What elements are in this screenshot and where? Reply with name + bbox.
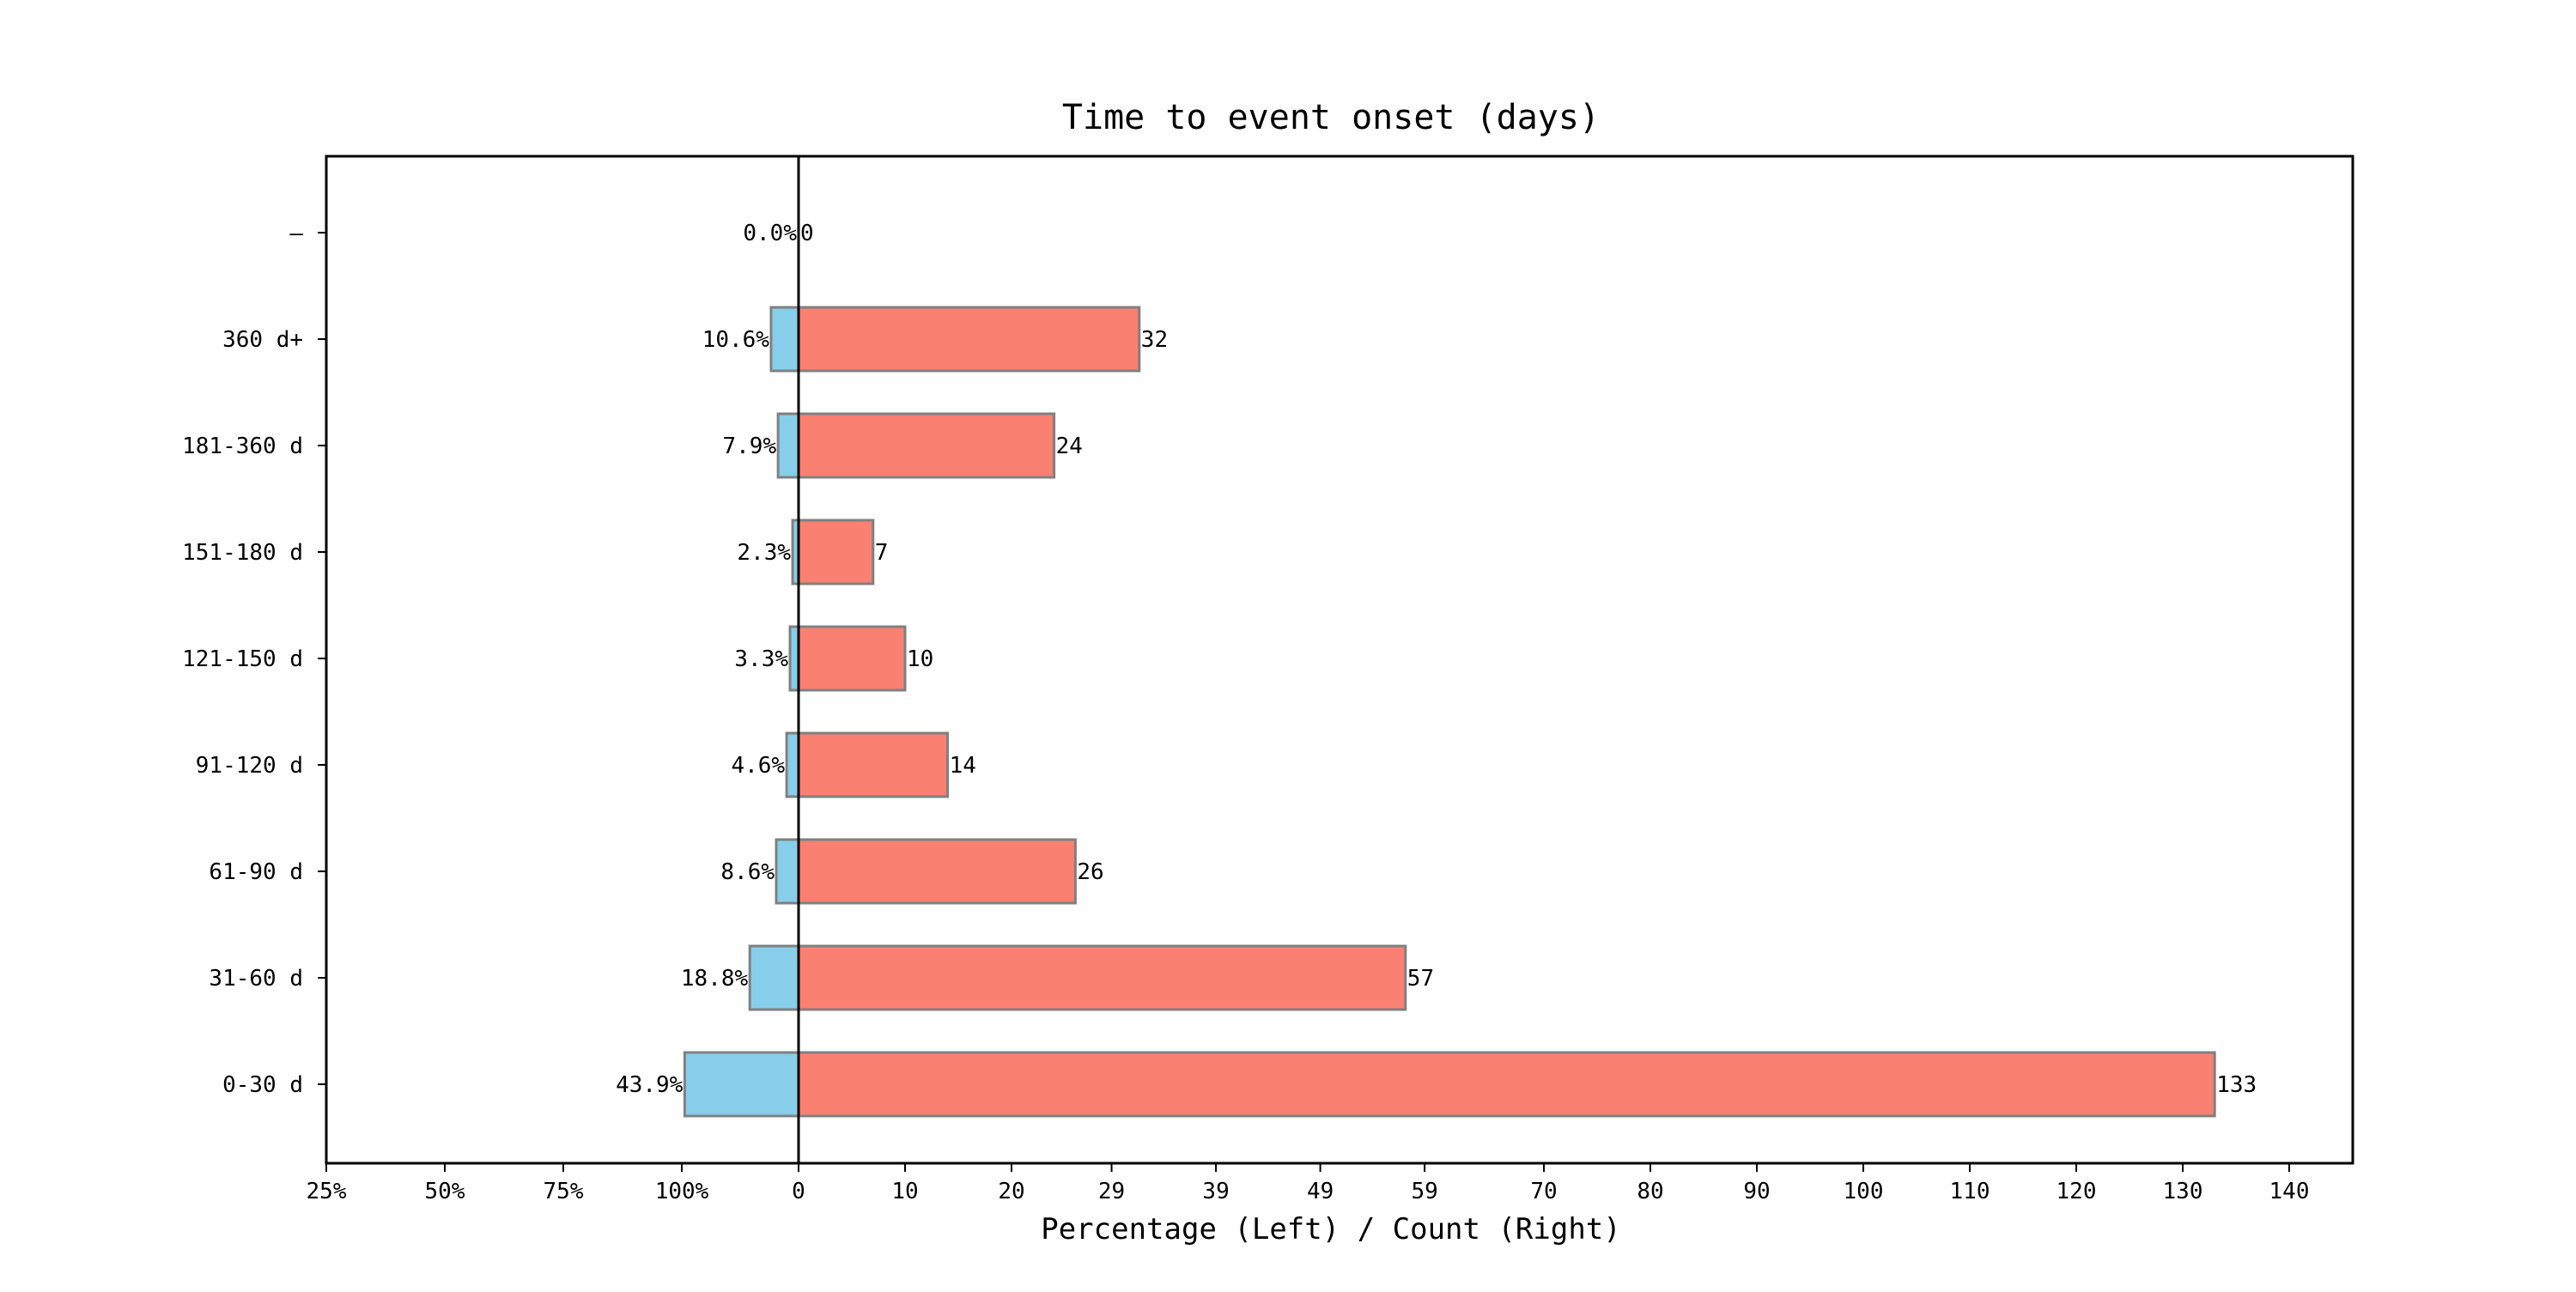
percentage-bar-label: 2.3% bbox=[737, 540, 791, 566]
y-tick-label: 360 d+ bbox=[222, 327, 303, 353]
x-tick-label: 90 bbox=[1743, 1179, 1770, 1204]
y-tick-label: 31-60 d bbox=[209, 966, 303, 992]
x-tick-label: 75% bbox=[544, 1179, 584, 1204]
count-bar bbox=[797, 838, 1077, 905]
axis-ticks: 0-30 d 31-60 d 61-90 d 91-120 d 121-150 d 151… bbox=[182, 221, 2309, 1204]
x-tick-label: 100% bbox=[655, 1179, 709, 1204]
x-tick-label: 0 bbox=[792, 1179, 805, 1204]
y-tick-label: 151-180 d bbox=[182, 540, 303, 566]
y-tick-label: 61-90 d bbox=[209, 859, 303, 885]
count-bar-label: 57 bbox=[1407, 966, 1434, 992]
percentage-bar-label: 4.6% bbox=[731, 753, 785, 779]
x-tick-label: 29 bbox=[1098, 1179, 1125, 1204]
count-bar-label: 133 bbox=[2216, 1072, 2257, 1098]
count-bar bbox=[797, 1051, 2216, 1118]
x-tick-label: 50% bbox=[425, 1179, 465, 1204]
y-tick-label: 181-360 d bbox=[182, 434, 303, 459]
percentage-bar bbox=[785, 731, 800, 798]
x-tick-label: 120 bbox=[2057, 1179, 2097, 1204]
count-bar bbox=[797, 731, 950, 798]
x-tick-label: 130 bbox=[2163, 1179, 2203, 1204]
plot-area-frame bbox=[325, 155, 2354, 1165]
percentage-bar bbox=[683, 1051, 800, 1118]
x-tick-label: 59 bbox=[1411, 1179, 1437, 1204]
y-tick-label: 0-30 d bbox=[222, 1072, 303, 1098]
percentage-bar bbox=[776, 412, 800, 479]
percentage-bar-label: 7.9% bbox=[723, 434, 777, 459]
percentage-bar-label: 18.8% bbox=[681, 966, 749, 992]
count-bar bbox=[797, 625, 907, 692]
count-bar-label: 26 bbox=[1077, 859, 1103, 885]
count-bar-label: 0 bbox=[800, 221, 814, 246]
count-bar-label: 7 bbox=[875, 540, 889, 566]
x-axis-label: Percentage (Left) / Count (Right) bbox=[1041, 1212, 1621, 1247]
count-bar-label: 32 bbox=[1141, 327, 1168, 353]
count-bar bbox=[797, 519, 875, 585]
count-bar bbox=[797, 412, 1056, 479]
x-tick-label: 39 bbox=[1202, 1179, 1229, 1204]
y-tick-label: 91-120 d bbox=[196, 753, 303, 779]
percentage-bar bbox=[769, 306, 800, 373]
percentage-bar bbox=[748, 944, 800, 1011]
x-tick-label: 20 bbox=[998, 1179, 1024, 1204]
bars-layer: 43.9% 133 18.8% 57 8.6% 26 4.6% 14 3.3% 10 2.3% 7 7.… bbox=[616, 221, 2257, 1118]
x-tick-label: 49 bbox=[1307, 1179, 1334, 1204]
count-bar-label: 14 bbox=[950, 753, 976, 779]
x-tick-label: 80 bbox=[1637, 1179, 1663, 1204]
y-tick-label: — bbox=[289, 221, 303, 246]
count-bar-label: 10 bbox=[907, 646, 933, 672]
percentage-bar-label: 43.9% bbox=[616, 1072, 683, 1098]
chart-title: Time to event onset (days) bbox=[1062, 98, 1600, 137]
x-tick-label: 70 bbox=[1530, 1179, 1557, 1204]
percentage-bar-label: 0.0% bbox=[743, 221, 797, 246]
x-tick-label: 10 bbox=[891, 1179, 918, 1204]
percentage-bar-label: 10.6% bbox=[702, 327, 770, 353]
x-tick-label: 25% bbox=[307, 1179, 347, 1204]
x-tick-label: 100 bbox=[1844, 1179, 1884, 1204]
count-bar bbox=[797, 944, 1407, 1011]
y-tick-label: 121-150 d bbox=[182, 646, 303, 672]
percentage-bar-label: 3.3% bbox=[734, 646, 788, 672]
count-bar bbox=[797, 306, 1141, 373]
x-tick-label: 140 bbox=[2269, 1179, 2310, 1204]
percentage-bar bbox=[775, 838, 800, 905]
percentage-bar-label: 8.6% bbox=[720, 859, 775, 885]
x-tick-label: 110 bbox=[1950, 1179, 1990, 1204]
count-bar-label: 24 bbox=[1056, 434, 1083, 459]
